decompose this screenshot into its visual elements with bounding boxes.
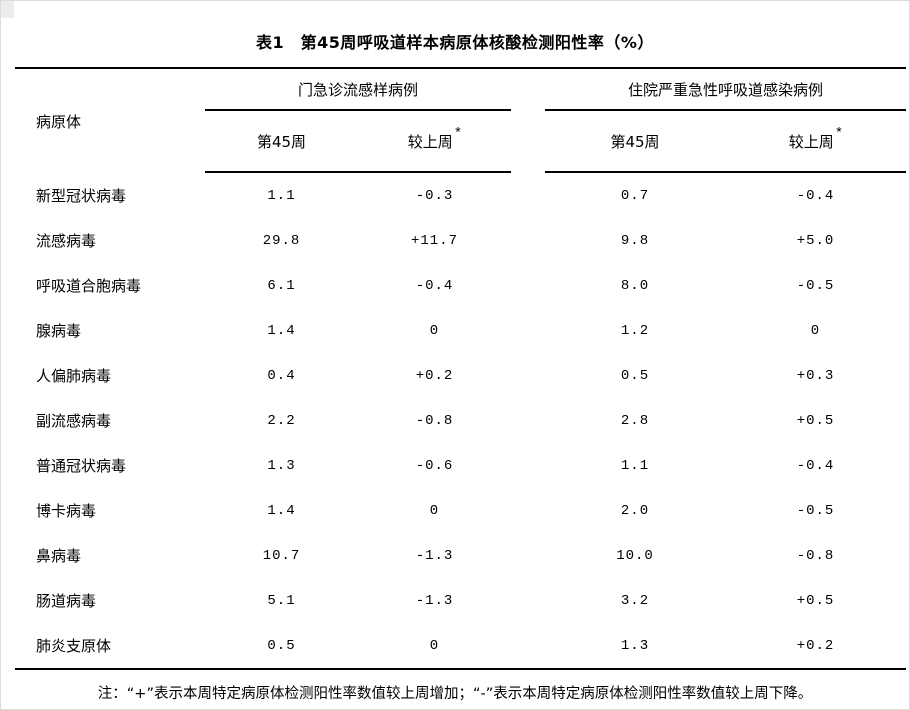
table-row: 呼吸道合胞病毒 6.1 -0.4 8.0 -0.5 xyxy=(15,263,906,308)
sari-delta-value: +0.5 xyxy=(796,412,835,429)
ili-week-value: 2.2 xyxy=(267,412,296,429)
table-title: 表1 第45周呼吸道样本病原体核酸检测阳性率（%） xyxy=(256,33,654,52)
column-header-pathogen: 病原体 xyxy=(36,112,82,131)
sari-delta-value: +0.3 xyxy=(796,367,835,384)
ili-delta-value: -1.3 xyxy=(415,592,454,609)
pathogen-name: 新型冠状病毒 xyxy=(36,187,127,205)
column-gap xyxy=(511,263,545,308)
sari-week-value: 1.1 xyxy=(620,457,650,474)
column-gap xyxy=(511,533,545,578)
table-row: 肺炎支原体 0.5 0 1.3 +0.2 xyxy=(15,623,906,668)
pathogen-name: 肺炎支原体 xyxy=(36,637,112,655)
ili-week-value: 29.8 xyxy=(262,232,301,249)
table-footnote: 注：“+”表示本周特定病原体检测阳性率数值较上周增加；“-”表示本周特定病原体检… xyxy=(97,686,813,702)
sari-delta-value: -0.8 xyxy=(796,547,835,564)
table-row: 副流感病毒 2.2 -0.8 2.8 +0.5 xyxy=(15,398,906,443)
ili-delta-value: 0 xyxy=(429,322,440,339)
pathogen-name: 腺病毒 xyxy=(36,322,82,340)
sari-week-value: 0.5 xyxy=(620,367,650,384)
table-row: 新型冠状病毒 1.1 -0.3 0.7 -0.4 xyxy=(15,173,906,218)
subheader-sari-week45: 第45周 xyxy=(545,111,725,173)
table-row: 人偏肺病毒 0.4 +0.2 0.5 +0.3 xyxy=(15,353,906,398)
sari-delta-value: -0.4 xyxy=(796,187,835,204)
pathogen-name: 肠道病毒 xyxy=(36,592,97,610)
asterisk-mark: * xyxy=(453,126,463,142)
column-gap xyxy=(511,353,545,398)
ili-delta-value: +0.2 xyxy=(415,367,454,384)
pathogen-name: 副流感病毒 xyxy=(36,412,112,430)
subheader-ili-week45: 第45周 xyxy=(205,111,358,173)
sari-week-value: 2.8 xyxy=(620,412,650,429)
asterisk-mark: * xyxy=(834,126,844,142)
sari-week-value: 3.2 xyxy=(620,592,650,609)
table-row: 博卡病毒 1.4 0 2.0 -0.5 xyxy=(15,488,906,533)
column-gap xyxy=(511,218,545,263)
column-gap xyxy=(511,488,545,533)
ili-week-value: 10.7 xyxy=(262,547,301,564)
sari-delta-value: 0 xyxy=(810,322,821,339)
subheader-sari-vs-lastweek: 较上周 * xyxy=(725,111,906,173)
sari-delta-value: -0.5 xyxy=(796,502,835,519)
ili-week-value: 1.4 xyxy=(267,322,296,339)
ili-week-value: 6.1 xyxy=(267,277,296,294)
sari-week-value: 0.7 xyxy=(620,187,650,204)
ili-delta-value: -0.4 xyxy=(415,277,454,294)
sari-delta-value: -0.5 xyxy=(796,277,835,294)
ili-week-value: 0.4 xyxy=(267,367,296,384)
subheader-week-label: 第45周 xyxy=(256,132,307,151)
subheader-week-label: 第45周 xyxy=(610,132,660,151)
column-gap xyxy=(511,173,545,218)
table-row: 普通冠状病毒 1.3 -0.6 1.1 -0.4 xyxy=(15,443,906,488)
sari-week-value: 9.8 xyxy=(620,232,650,249)
ili-delta-value: -1.3 xyxy=(415,547,454,564)
ili-week-value: 1.3 xyxy=(267,457,296,474)
pathogen-name: 鼻病毒 xyxy=(36,547,82,565)
table-row: 流感病毒 29.8 +11.7 9.8 +5.0 xyxy=(15,218,906,263)
pathogen-name: 呼吸道合胞病毒 xyxy=(36,277,142,295)
ili-delta-value: +11.7 xyxy=(410,232,458,249)
ili-week-value: 1.1 xyxy=(267,187,296,204)
pathogen-name: 流感病毒 xyxy=(36,232,97,250)
ili-delta-value: -0.6 xyxy=(415,457,454,474)
scan-corner-artifact xyxy=(1,1,14,18)
sari-week-value: 1.3 xyxy=(620,637,650,654)
column-gap xyxy=(511,111,545,173)
sari-week-value: 8.0 xyxy=(620,277,650,294)
subheader-delta-label: 较上周 xyxy=(788,132,834,151)
table-header: 病原体 门急诊流感样病例 住院严重急性呼吸道感染病例 第45周 较上周 * 第45… xyxy=(15,69,906,173)
positivity-table: 病原体 门急诊流感样病例 住院严重急性呼吸道感染病例 第45周 较上周 * 第45… xyxy=(15,67,906,670)
column-gap xyxy=(511,623,545,668)
sari-week-value: 10.0 xyxy=(616,547,654,564)
column-group-hospitalized-sari: 住院严重急性呼吸道感染病例 xyxy=(545,69,906,111)
subheader-ili-vs-lastweek: 较上周 * xyxy=(358,111,511,173)
pathogen-name: 博卡病毒 xyxy=(36,502,97,520)
table-row: 鼻病毒 10.7 -1.3 10.0 -0.8 xyxy=(15,533,906,578)
column-gap xyxy=(511,578,545,623)
pathogen-name: 人偏肺病毒 xyxy=(36,367,112,385)
ili-delta-value: 0 xyxy=(429,502,440,519)
table-row: 肠道病毒 5.1 -1.3 3.2 +0.5 xyxy=(15,578,906,623)
pathogen-name: 普通冠状病毒 xyxy=(36,457,127,475)
ili-delta-value: -0.3 xyxy=(415,187,454,204)
subheader-delta-label: 较上周 xyxy=(407,132,453,151)
sari-delta-value: +0.5 xyxy=(796,592,835,609)
column-gap xyxy=(511,308,545,353)
ili-delta-value: 0 xyxy=(429,637,440,654)
sari-delta-value: +0.2 xyxy=(796,637,835,654)
sari-week-value: 2.0 xyxy=(620,502,650,519)
table-row: 腺病毒 1.4 0 1.2 0 xyxy=(15,308,906,353)
ili-week-value: 5.1 xyxy=(267,592,296,609)
column-group-outpatient-ili: 门急诊流感样病例 xyxy=(205,69,511,111)
ili-week-value: 0.5 xyxy=(267,637,296,654)
sari-delta-value: -0.4 xyxy=(796,457,835,474)
ili-week-value: 1.4 xyxy=(267,502,296,519)
column-gap xyxy=(511,443,545,488)
sari-delta-value: +5.0 xyxy=(796,232,835,249)
column-gap xyxy=(511,398,545,443)
sari-week-value: 1.2 xyxy=(620,322,650,339)
ili-delta-value: -0.8 xyxy=(415,412,454,429)
